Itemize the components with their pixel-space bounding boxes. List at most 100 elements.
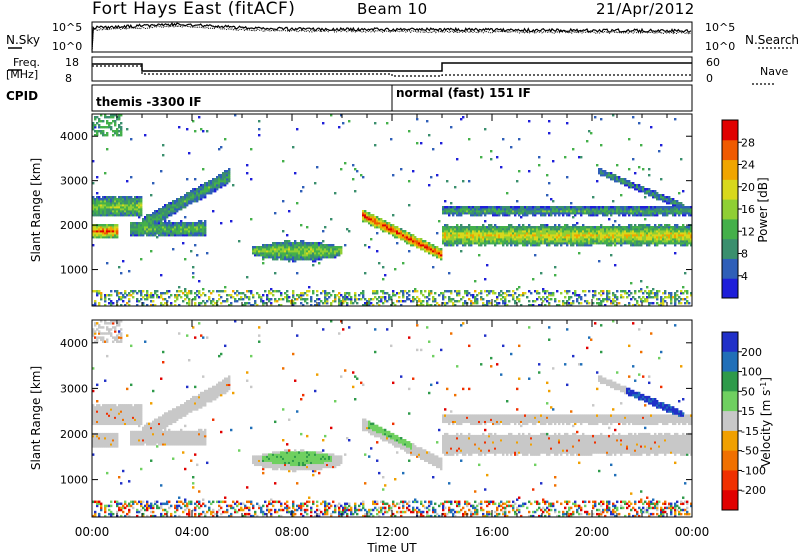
power-cell xyxy=(462,226,465,229)
power-cell xyxy=(144,230,147,233)
power-cell xyxy=(476,298,479,301)
power-cell xyxy=(414,288,417,291)
power-cell xyxy=(138,234,141,237)
power-cell xyxy=(308,290,311,293)
power-cell xyxy=(554,210,557,213)
power-cell xyxy=(218,176,221,179)
power-cell xyxy=(292,296,295,299)
power-cell xyxy=(646,296,649,299)
power-cell xyxy=(510,212,513,215)
power-cell xyxy=(640,230,643,233)
power-cell xyxy=(602,234,605,237)
power-cell xyxy=(618,234,621,237)
power-cell xyxy=(456,232,459,235)
power-cell xyxy=(328,296,331,299)
power-cell xyxy=(552,242,555,245)
power-cell xyxy=(396,236,399,239)
power-cell xyxy=(602,298,605,301)
power-cell xyxy=(128,294,131,297)
power-cell xyxy=(184,228,187,231)
velocity-cell xyxy=(92,420,95,424)
power-cell xyxy=(284,256,287,259)
power-cell xyxy=(652,230,655,233)
power-cell xyxy=(668,240,671,243)
power-cell xyxy=(264,246,267,249)
power-cell xyxy=(442,242,445,245)
power-cell xyxy=(572,216,575,219)
power-cell xyxy=(598,304,601,306)
power-cell xyxy=(674,298,677,301)
power-cell xyxy=(596,214,599,217)
power-cell xyxy=(618,178,621,181)
power-cell xyxy=(510,234,513,237)
power-cell xyxy=(484,242,487,245)
power-cell xyxy=(302,252,305,255)
power-cell xyxy=(100,212,103,215)
power-cell xyxy=(228,174,231,177)
power-cell xyxy=(208,296,211,299)
power-cell xyxy=(638,206,641,209)
power-cell xyxy=(254,250,257,253)
power-cell xyxy=(106,294,109,297)
power-cell xyxy=(132,290,135,293)
power-cell xyxy=(486,264,489,267)
power-cell xyxy=(432,252,435,255)
velocity-cell xyxy=(94,434,97,438)
power-cell xyxy=(604,298,607,301)
power-cell xyxy=(144,216,147,219)
power-cell xyxy=(116,198,119,201)
power-cell xyxy=(538,292,541,295)
velocity-cell xyxy=(104,443,107,446)
velocity-cell xyxy=(104,439,107,442)
power-cell xyxy=(566,236,569,239)
power-cell xyxy=(526,234,529,237)
power-cell xyxy=(660,196,663,199)
power-cell xyxy=(572,232,575,235)
power-cell xyxy=(490,210,493,213)
power-cell xyxy=(644,212,647,215)
power-cell xyxy=(650,236,653,239)
velocity-cell xyxy=(102,418,105,421)
power-cell xyxy=(192,226,195,229)
power-cell xyxy=(500,294,503,297)
velocity-cell xyxy=(100,443,103,446)
power-cell xyxy=(120,126,123,129)
power-cell xyxy=(678,234,681,237)
power-cell xyxy=(198,228,201,231)
power-cell xyxy=(588,228,591,231)
power-cell xyxy=(382,230,385,233)
power-cell xyxy=(364,272,367,275)
power-cell xyxy=(422,294,425,297)
power-cell xyxy=(624,180,627,183)
power-cell xyxy=(662,230,665,233)
velocity-cell xyxy=(108,406,111,409)
power-cell xyxy=(658,232,661,235)
power-cell xyxy=(512,240,515,243)
power-cell xyxy=(654,196,657,199)
power-cell xyxy=(462,238,465,241)
power-cell xyxy=(642,230,645,233)
power-cell xyxy=(310,246,313,249)
power-cell xyxy=(134,210,137,213)
power-cell xyxy=(156,296,159,299)
power-cell xyxy=(154,214,157,217)
power-cell xyxy=(108,224,111,227)
power-cell xyxy=(662,196,665,199)
power-cell xyxy=(306,226,309,229)
power-cell xyxy=(390,228,393,231)
power-cell xyxy=(116,200,119,203)
power-cell xyxy=(658,228,661,231)
power-cell xyxy=(518,232,521,235)
power-cell xyxy=(612,230,615,233)
power-cell xyxy=(172,248,175,251)
power-cell xyxy=(450,242,453,245)
power-cell xyxy=(520,206,523,209)
power-cell xyxy=(610,214,613,217)
power-cell xyxy=(98,214,101,217)
power-cell xyxy=(280,298,283,301)
power-cell xyxy=(110,294,113,297)
power-cell xyxy=(478,208,481,211)
power-cell xyxy=(134,228,137,231)
power-cell xyxy=(458,212,461,215)
power-cell xyxy=(498,238,501,241)
